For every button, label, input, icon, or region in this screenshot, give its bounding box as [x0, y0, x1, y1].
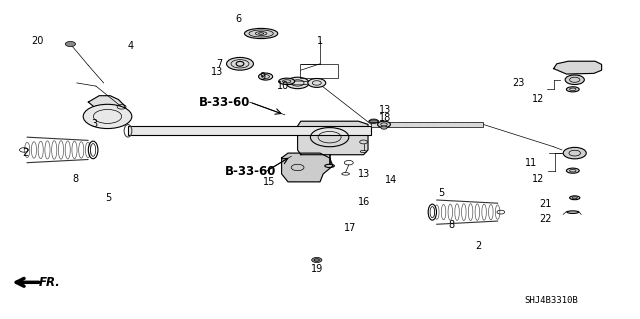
Text: 15: 15	[263, 177, 275, 187]
Text: 12: 12	[532, 174, 544, 184]
Circle shape	[369, 119, 378, 123]
Text: 13: 13	[358, 169, 370, 179]
Text: B-33-60: B-33-60	[225, 165, 276, 178]
Ellipse shape	[566, 87, 579, 92]
Polygon shape	[298, 121, 368, 155]
Text: 2: 2	[475, 241, 481, 251]
Ellipse shape	[227, 57, 253, 70]
Text: 9: 9	[259, 71, 266, 82]
Circle shape	[308, 78, 326, 87]
Ellipse shape	[244, 28, 278, 39]
Ellipse shape	[259, 73, 273, 80]
Circle shape	[378, 121, 390, 128]
Text: B-33-60: B-33-60	[198, 96, 250, 108]
Text: 2: 2	[22, 148, 29, 158]
Text: 18: 18	[380, 113, 392, 123]
Text: 7: 7	[216, 59, 223, 69]
Circle shape	[565, 75, 584, 85]
Text: 8: 8	[448, 220, 454, 230]
Bar	[371, 122, 483, 127]
Text: 5: 5	[106, 193, 112, 203]
Text: 8: 8	[72, 174, 79, 184]
Circle shape	[381, 126, 387, 129]
Ellipse shape	[567, 211, 579, 213]
Text: 6: 6	[236, 14, 242, 24]
Bar	[128, 126, 371, 135]
Text: 13: 13	[211, 67, 223, 77]
Circle shape	[563, 147, 586, 159]
Ellipse shape	[570, 196, 580, 200]
Text: 1: 1	[317, 36, 323, 47]
Text: 17: 17	[344, 223, 356, 233]
Text: 3: 3	[92, 119, 98, 130]
Ellipse shape	[279, 78, 295, 85]
Text: FR.: FR.	[38, 276, 60, 289]
Circle shape	[83, 104, 132, 129]
Ellipse shape	[566, 168, 579, 173]
Text: 20: 20	[31, 36, 44, 47]
Text: 11: 11	[525, 158, 538, 168]
Circle shape	[286, 77, 309, 89]
Text: 5: 5	[438, 188, 445, 198]
Polygon shape	[88, 96, 125, 116]
Text: 23: 23	[513, 78, 525, 88]
Text: 16: 16	[358, 197, 370, 207]
Text: 22: 22	[539, 213, 552, 224]
Text: 19: 19	[311, 263, 324, 274]
Text: 13: 13	[380, 105, 392, 115]
Text: 14: 14	[385, 175, 397, 185]
Circle shape	[65, 41, 76, 47]
Text: 10: 10	[276, 81, 289, 91]
Text: 21: 21	[540, 199, 552, 209]
Polygon shape	[554, 61, 602, 74]
Text: SHJ4B3310B: SHJ4B3310B	[525, 296, 579, 305]
Text: 12: 12	[532, 94, 544, 104]
Circle shape	[312, 257, 322, 263]
Text: 4: 4	[128, 41, 134, 51]
Bar	[300, 64, 338, 78]
Polygon shape	[282, 153, 333, 182]
